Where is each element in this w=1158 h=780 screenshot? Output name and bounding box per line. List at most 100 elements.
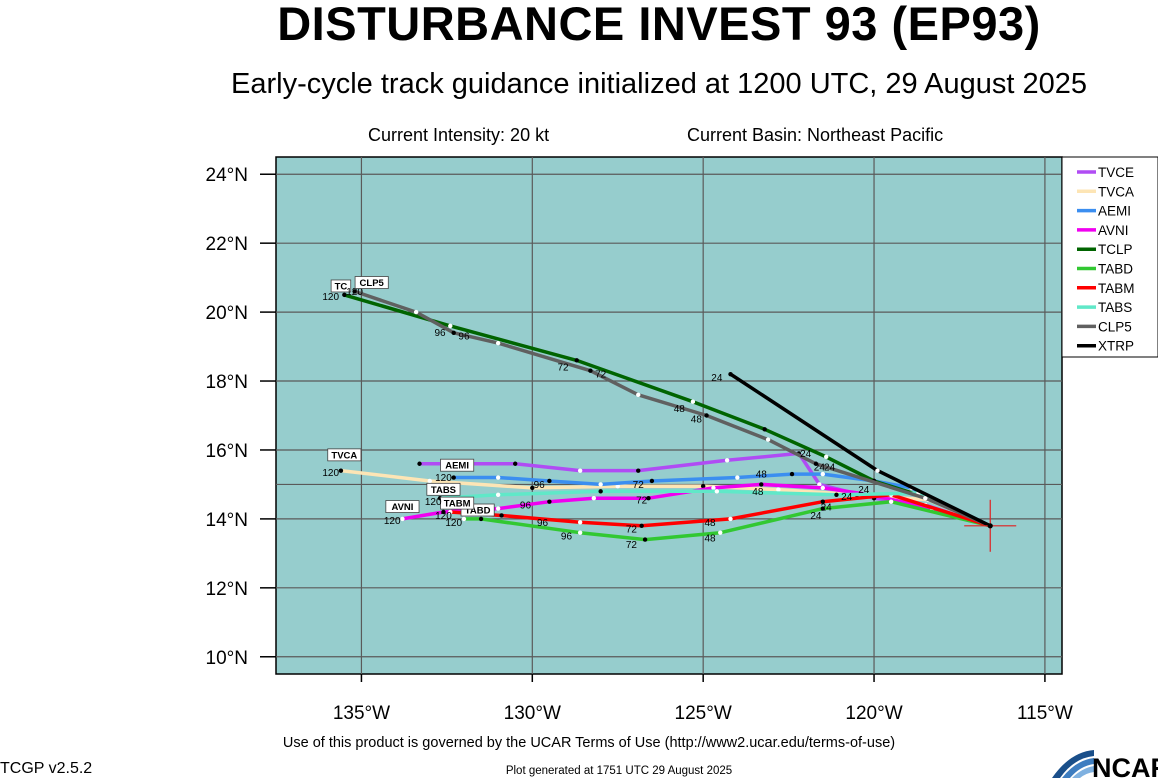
forecast-hour-label: 96 — [561, 532, 573, 543]
track-point-aemi — [820, 471, 825, 477]
legend-entry: TABD — [1098, 262, 1133, 277]
track-point-tvca — [530, 485, 535, 491]
track-point-aemi — [451, 475, 456, 480]
track-point-tvce — [577, 468, 583, 473]
current-basin: Current Basin: Northeast Pacific — [687, 125, 944, 145]
track-end-tag-box — [426, 482, 461, 496]
forecast-hour-label: 72 — [636, 495, 648, 506]
forecast-hour-label: 48 — [756, 470, 768, 481]
y-tick-label: 16°N — [206, 441, 248, 462]
track-point-tclp — [342, 292, 347, 298]
track-point-tvca — [776, 487, 781, 492]
track-point-tabm — [639, 523, 644, 528]
y-tick-label: 22°N — [206, 234, 248, 255]
axes: 135°W 130°W 125°W 120°W 115°W 10°N 12°N 14°N 16°… — [206, 165, 1073, 724]
track-point-tabs — [598, 489, 603, 494]
forecast-hour-label: 120 — [384, 516, 401, 527]
track-end-tag-box — [440, 496, 475, 510]
track-point-tabd — [577, 530, 583, 535]
track-end-tag: TC — [335, 281, 348, 292]
track-point-tvca — [338, 468, 344, 473]
forecast-hour-label: 24 — [824, 463, 836, 474]
forecast-hour-label: 96 — [537, 518, 549, 529]
track-point-tvce — [513, 461, 518, 466]
track-end-tag: TVCA — [331, 450, 357, 461]
x-tick-label: 115°W — [1017, 703, 1073, 724]
forecast-hour-label: 120 — [445, 518, 462, 529]
forecast-hour-label: 96 — [534, 480, 546, 491]
forecast-hour-label: 96 — [520, 501, 532, 512]
track-point-aemi — [598, 482, 603, 487]
chart-title: DISTURBANCE INVEST 93 (EP93) — [277, 0, 1041, 50]
track-labels: 120 TVCA 72 96 120 48 24 AEMI 24 48 72 96 120 AVNI 24 4… — [322, 276, 1017, 552]
track-end-tag: TABM — [444, 499, 471, 510]
forecast-hour-label: 48 — [691, 414, 703, 425]
track-end-tag-box — [440, 458, 475, 472]
track-end-tag: CLP5 — [360, 278, 385, 289]
track-point-clp5 — [451, 330, 456, 335]
y-tick-label: 20°N — [206, 303, 248, 324]
legend-entry: TCLP — [1098, 242, 1133, 257]
track-point-avni — [591, 496, 597, 501]
legend-entry: AVNI — [1098, 223, 1129, 238]
forecast-hour-label: 24 — [810, 511, 822, 522]
legend-entry: TABS — [1098, 300, 1132, 315]
track-point-tabd — [461, 516, 467, 522]
track-point-clp5 — [923, 496, 928, 501]
track-point-tvce — [817, 482, 822, 487]
legend-entry: AEMI — [1098, 204, 1131, 219]
y-tick-label: 14°N — [206, 510, 248, 531]
forecast-hour-label: 72 — [557, 363, 569, 374]
track-point-xtrp — [875, 468, 880, 473]
forecast-hour-label: 24 — [821, 502, 833, 513]
y-tick-label: 10°N — [206, 648, 248, 669]
track-point-tabm — [728, 516, 733, 522]
current-position-dot — [987, 523, 993, 529]
track-point-avni — [441, 509, 446, 515]
track-tabd — [462, 499, 992, 542]
track-point-tabd — [718, 530, 723, 535]
track-point-avni — [547, 499, 552, 504]
track-point-tabd — [642, 537, 648, 542]
forecast-hour-label: 48 — [752, 487, 764, 498]
track-end-tag: AVNI — [391, 502, 413, 513]
track-point-tabs — [495, 492, 501, 497]
track-point-tvca — [700, 483, 706, 489]
forecast-hour-label: 24 — [800, 449, 812, 460]
forecast-hour-label: 72 — [626, 540, 638, 551]
track-point-clp5 — [765, 437, 771, 442]
track-end-tag-box — [330, 279, 352, 293]
track-point-clp5 — [352, 289, 357, 294]
track-point-tclp — [448, 323, 453, 329]
track-end-tag-box — [354, 276, 389, 289]
forecast-hour-label: 48 — [704, 518, 716, 529]
legend-entry: TVCE — [1098, 165, 1134, 180]
track-point-avni — [400, 516, 405, 522]
track-point-avni — [495, 506, 501, 511]
forecast-hour-label: 96 — [458, 332, 470, 343]
y-tick-label: 12°N — [206, 579, 248, 600]
track-point-tabm — [820, 499, 825, 504]
generated-timestamp: Plot generated at 1751 UTC 29 August 202… — [505, 765, 733, 777]
track-point-tvce — [636, 468, 641, 473]
forecast-hour-label: 120 — [435, 511, 452, 522]
forecast-hour-label: 24 — [858, 485, 870, 496]
current-intensity: Current Intensity: 20 kt — [368, 125, 550, 145]
track-point-clp5 — [413, 309, 419, 315]
forecast-hour-label: 120 — [322, 468, 339, 479]
track-point-tvca — [427, 478, 432, 484]
track-end-tag: TABD — [465, 506, 491, 517]
track-point-tclp — [762, 427, 767, 432]
track-point-avni — [759, 482, 764, 487]
track-point-tclp — [574, 358, 579, 363]
forecast-hour-label: 48 — [704, 533, 716, 544]
track-end-tag: AEMI — [445, 461, 469, 472]
y-tick-label: 24°N — [206, 165, 248, 186]
forecast-hour-label: 120 — [435, 473, 452, 484]
track-point-xtrp — [728, 371, 733, 377]
track-point-aemi — [735, 475, 740, 480]
x-tick-label: 130°W — [504, 703, 561, 724]
track-point-clp5 — [813, 461, 819, 466]
track-point-tabm — [577, 520, 583, 525]
track-point-avni — [820, 485, 825, 491]
